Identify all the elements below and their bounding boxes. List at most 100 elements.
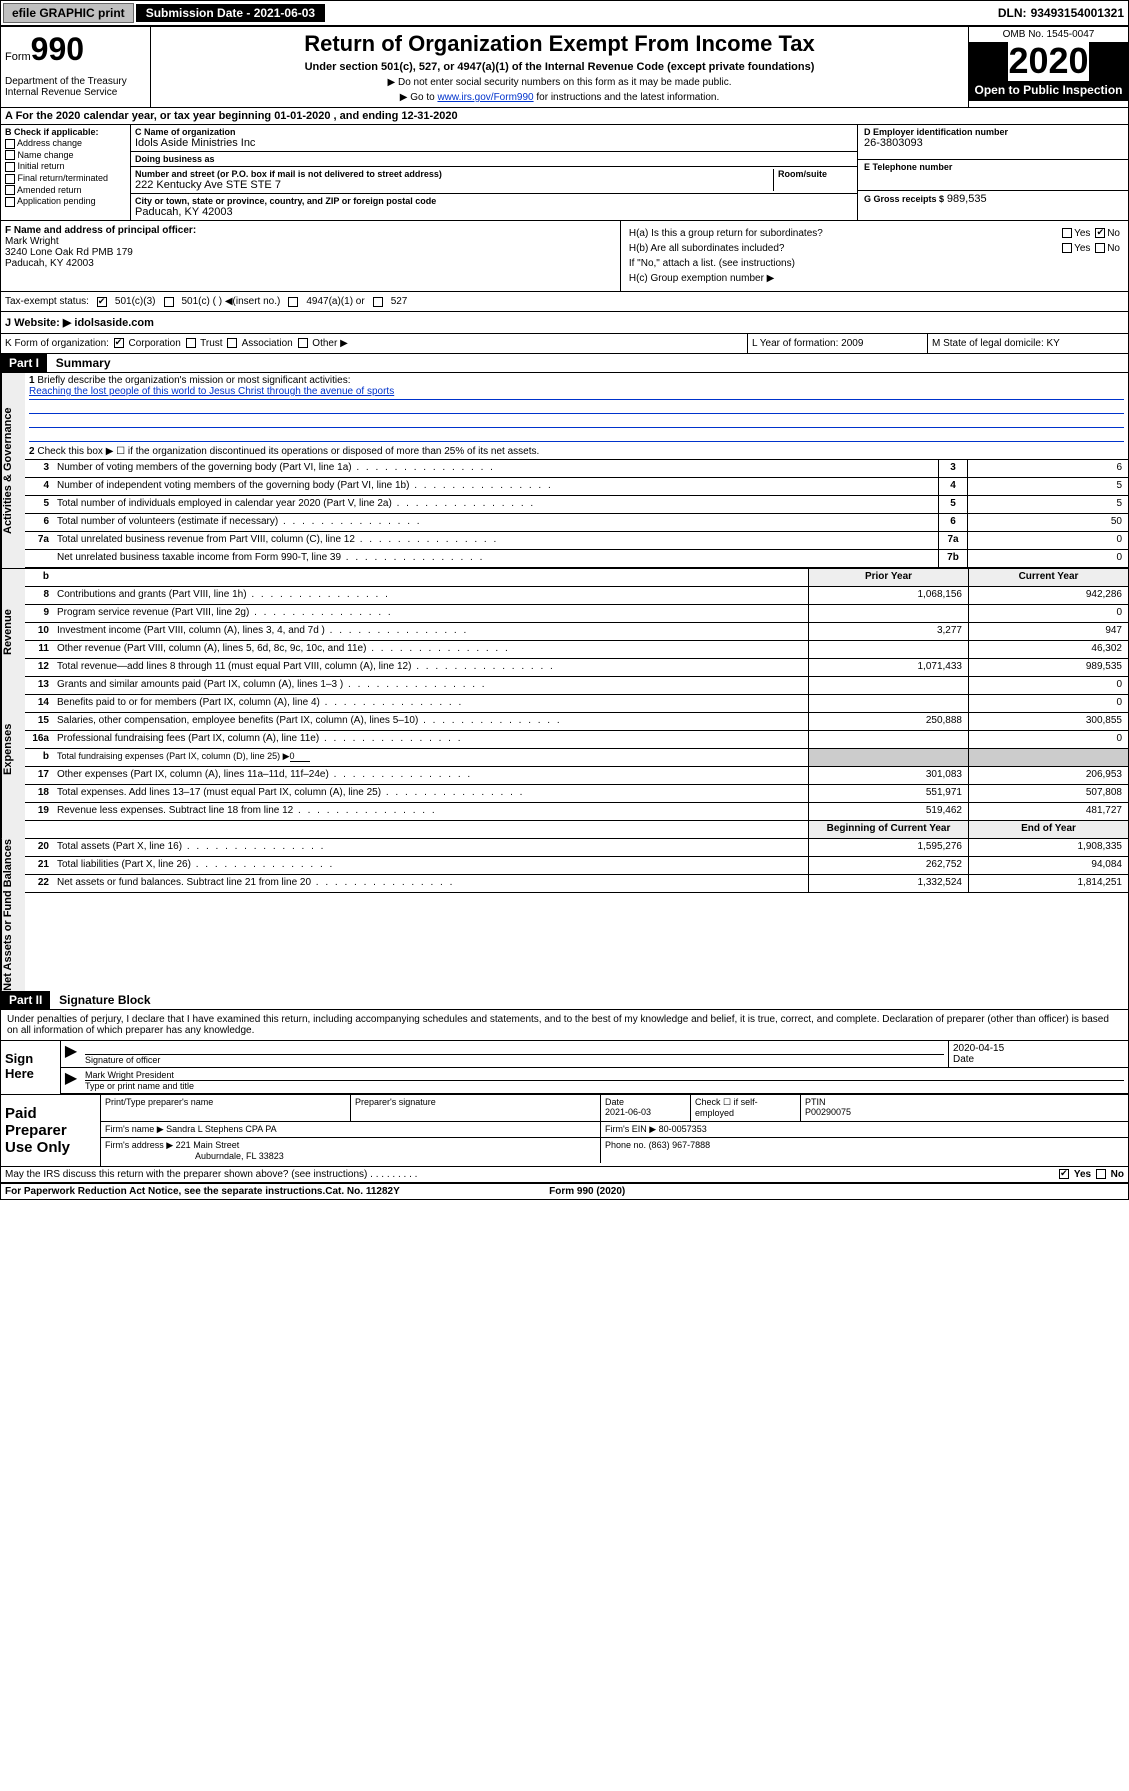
officer-name: Mark Wright bbox=[5, 236, 616, 247]
summary-row: 3Number of voting members of the governi… bbox=[25, 460, 1128, 478]
name-title-label: Type or print name and title bbox=[85, 1081, 1124, 1091]
org-name: Idols Aside Ministries Inc bbox=[135, 137, 853, 149]
tax-period: A For the 2020 calendar year, or tax yea… bbox=[1, 108, 1128, 125]
room-label: Room/suite bbox=[778, 169, 853, 179]
discuss-yes[interactable] bbox=[1059, 1169, 1069, 1179]
firm-phone: (863) 967-7888 bbox=[649, 1140, 711, 1150]
officer-name-title: Mark Wright President bbox=[85, 1070, 1124, 1081]
form-title: Return of Organization Exempt From Incom… bbox=[159, 31, 960, 57]
chk-527[interactable] bbox=[373, 297, 383, 307]
form-body: Form990 Department of the Treasury Inter… bbox=[0, 26, 1129, 1200]
data-row: 11Other revenue (Part VIII, column (A), … bbox=[25, 641, 1128, 659]
ha-yes[interactable] bbox=[1062, 228, 1072, 238]
data-row: 14Benefits paid to or for members (Part … bbox=[25, 695, 1128, 713]
tax-year: 2020 bbox=[969, 43, 1128, 79]
hb-yes[interactable] bbox=[1062, 243, 1072, 253]
data-row: 17Other expenses (Part IX, column (A), l… bbox=[25, 767, 1128, 785]
website-val: idolsaside.com bbox=[74, 317, 153, 329]
side-governance: Activities & Governance bbox=[1, 373, 25, 568]
state-domicile: KY bbox=[1047, 338, 1060, 349]
hb-no[interactable] bbox=[1095, 243, 1105, 253]
note-link: ▶ Go to www.irs.gov/Form990 for instruct… bbox=[159, 92, 960, 103]
summary-row: 5Total number of individuals employed in… bbox=[25, 496, 1128, 514]
form-number: Form990 bbox=[5, 31, 146, 68]
self-employed-check[interactable]: Check ☐ if self-employed bbox=[691, 1095, 801, 1121]
street: 222 Kentucky Ave STE STE 7 bbox=[135, 179, 773, 191]
officer-addr2: Paducah, KY 42003 bbox=[5, 258, 616, 269]
perjury-declaration: Under penalties of perjury, I declare th… bbox=[1, 1010, 1128, 1040]
ha-no[interactable] bbox=[1095, 228, 1105, 238]
dba-label: Doing business as bbox=[135, 154, 853, 164]
chk-address[interactable] bbox=[5, 139, 15, 149]
mission-text: Reaching the lost people of this world t… bbox=[29, 386, 1124, 400]
hb-label: H(b) Are all subordinates included? bbox=[627, 242, 1000, 255]
chk-other[interactable] bbox=[298, 338, 308, 348]
pra-notice: For Paperwork Reduction Act Notice, see … bbox=[5, 1186, 325, 1197]
ein-label: D Employer identification number bbox=[864, 127, 1122, 137]
hb-note: If "No," attach a list. (see instruction… bbox=[627, 257, 1122, 270]
gross-label: G Gross receipts $ bbox=[864, 194, 944, 204]
ein: 26-3803093 bbox=[864, 137, 1122, 149]
gross-receipts: 989,535 bbox=[947, 193, 987, 205]
col-begin-year: Beginning of Current Year bbox=[808, 821, 968, 838]
col-b-checkboxes: B Check if applicable: Address change Na… bbox=[1, 125, 131, 220]
data-row: 22Net assets or fund balances. Subtract … bbox=[25, 875, 1128, 893]
sig-date-val: 2020-04-15 bbox=[953, 1043, 1124, 1054]
firm-addr1: 221 Main Street bbox=[176, 1140, 240, 1150]
col-end-year: End of Year bbox=[968, 821, 1128, 838]
firm-ein: 80-0057353 bbox=[659, 1124, 707, 1134]
hc-label: H(c) Group exemption number ▶ bbox=[627, 272, 1122, 285]
chk-501c3[interactable] bbox=[97, 297, 107, 307]
data-row: 13Grants and similar amounts paid (Part … bbox=[25, 677, 1128, 695]
city: Paducah, KY 42003 bbox=[135, 206, 853, 218]
part1-title: Summary bbox=[50, 356, 111, 370]
data-row: 18Total expenses. Add lines 13–17 (must … bbox=[25, 785, 1128, 803]
q2-label: Check this box ▶ ☐ if the organization d… bbox=[37, 446, 539, 457]
note-ssn: ▶ Do not enter social security numbers o… bbox=[159, 77, 960, 88]
summary-row: 7aTotal unrelated business revenue from … bbox=[25, 532, 1128, 550]
sign-here: Sign Here bbox=[1, 1041, 61, 1094]
form-footer: Form 990 (2020) bbox=[485, 1186, 625, 1197]
open-inspection: Open to Public Inspection bbox=[969, 79, 1128, 101]
irs-link[interactable]: www.irs.gov/Form990 bbox=[437, 92, 533, 103]
summary-row: 4Number of independent voting members of… bbox=[25, 478, 1128, 496]
summary-row: 6Total number of volunteers (estimate if… bbox=[25, 514, 1128, 532]
chk-corp[interactable] bbox=[114, 338, 124, 348]
part2-title: Signature Block bbox=[53, 993, 150, 1007]
discuss-no[interactable] bbox=[1096, 1169, 1106, 1179]
chk-amended[interactable] bbox=[5, 185, 15, 195]
chk-final[interactable] bbox=[5, 174, 15, 184]
col-prior-year: Prior Year bbox=[808, 569, 968, 586]
q1-label: Briefly describe the organization's miss… bbox=[37, 375, 350, 386]
sig-officer-label: Signature of officer bbox=[85, 1055, 944, 1065]
data-row: 16aProfessional fundraising fees (Part I… bbox=[25, 731, 1128, 749]
chk-application[interactable] bbox=[5, 197, 15, 207]
firm-addr2: Auburndale, FL 33823 bbox=[105, 1151, 596, 1161]
ptin: P00290075 bbox=[805, 1107, 1124, 1117]
chk-4947[interactable] bbox=[288, 297, 298, 307]
side-net-assets: Net Assets or Fund Balances bbox=[1, 839, 25, 991]
chk-assoc[interactable] bbox=[227, 338, 237, 348]
officer-addr1: 3240 Lone Oak Rd PMB 179 bbox=[5, 247, 616, 258]
data-row: 9Program service revenue (Part VIII, lin… bbox=[25, 605, 1128, 623]
chk-trust[interactable] bbox=[186, 338, 196, 348]
part1-hdr: Part I bbox=[1, 354, 47, 372]
side-revenue: Revenue bbox=[1, 587, 25, 677]
firm-name: Sandra L Stephens CPA PA bbox=[166, 1124, 276, 1134]
chk-501c[interactable] bbox=[164, 297, 174, 307]
org-name-label: C Name of organization bbox=[135, 127, 853, 137]
website-label: J Website: ▶ bbox=[5, 317, 71, 329]
form-subtitle: Under section 501(c), 527, or 4947(a)(1)… bbox=[159, 61, 960, 73]
cat-no: Cat. No. 11282Y bbox=[325, 1186, 485, 1197]
chk-initial[interactable] bbox=[5, 162, 15, 172]
topbar: efile GRAPHIC print Submission Date - 20… bbox=[0, 0, 1129, 26]
dln-label: DLN: bbox=[998, 6, 1031, 20]
officer-label: F Name and address of principal officer: bbox=[5, 225, 616, 236]
prep-date: 2021-06-03 bbox=[605, 1107, 686, 1117]
ha-label: H(a) Is this a group return for subordin… bbox=[627, 227, 1000, 240]
data-row: 21Total liabilities (Part X, line 26)262… bbox=[25, 857, 1128, 875]
chk-name[interactable] bbox=[5, 150, 15, 160]
summary-row: Net unrelated business taxable income fr… bbox=[25, 550, 1128, 568]
data-row: 10Investment income (Part VIII, column (… bbox=[25, 623, 1128, 641]
efile-btn[interactable]: efile GRAPHIC print bbox=[3, 3, 134, 23]
